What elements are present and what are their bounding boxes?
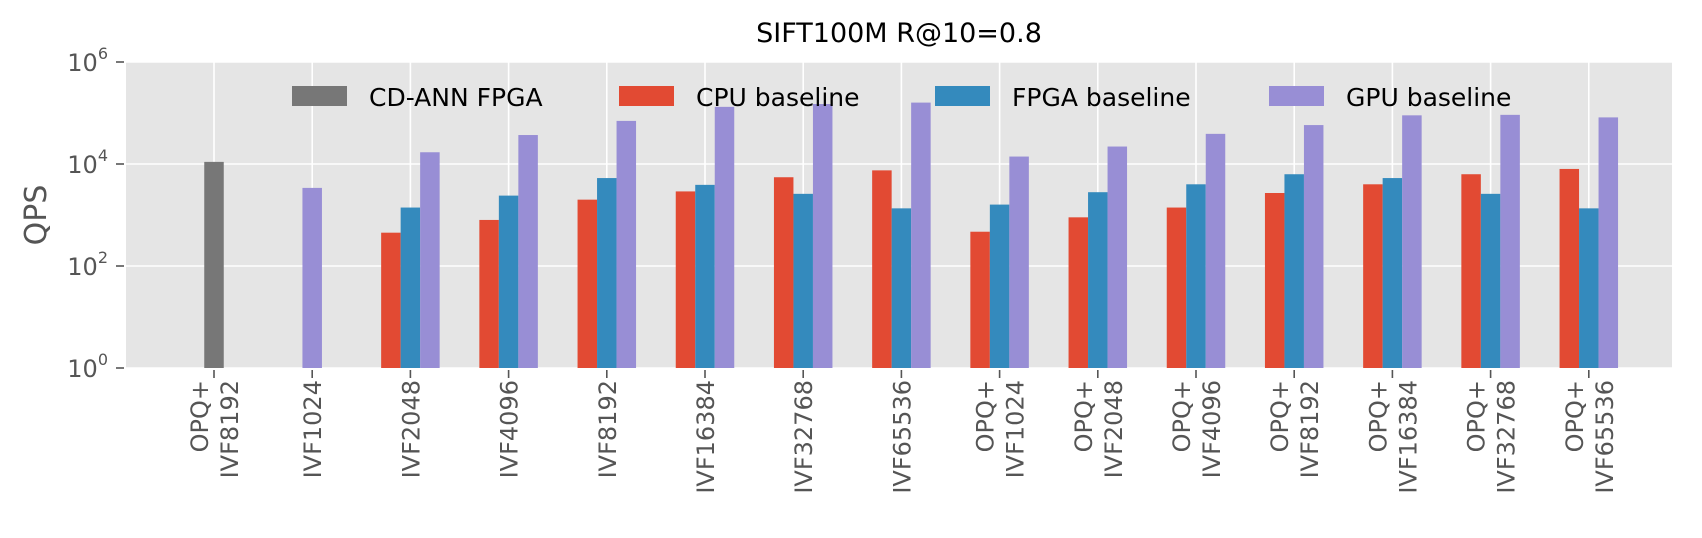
bar-cpu-baseline-9 [1068, 217, 1089, 368]
x-tick-label-7-0: IVF65536 [888, 380, 916, 494]
bar-fpga-baseline-7 [891, 208, 912, 368]
bar-cpu-baseline-4 [577, 199, 598, 368]
y-tick-label-1: 102 [67, 248, 108, 281]
bar-fpga-baseline-5 [695, 184, 715, 368]
bar-gpu-baseline-1 [302, 187, 322, 368]
x-tick-label-9-0: OPQ+ [1070, 380, 1098, 452]
legend-swatch-0 [292, 86, 347, 106]
x-tick-label-1-0: IVF1024 [299, 380, 327, 478]
bar-cd-ann-fpga-0 [204, 161, 224, 368]
y-axis-label: QPS [19, 185, 54, 246]
bar-cpu-baseline-7 [872, 170, 892, 368]
bar-cpu-baseline-8 [970, 231, 990, 368]
x-tick-label-0-0: OPQ+ [186, 380, 214, 452]
bar-fpga-baseline-13 [1480, 193, 1501, 368]
x-tick-label-11-0: OPQ+ [1266, 380, 1294, 452]
x-tick-label-9-1: IVF2048 [1100, 380, 1128, 478]
legend-label-1: CPU baseline [696, 83, 860, 112]
bar-cpu-baseline-12 [1363, 184, 1383, 368]
x-tick-label-13-0: OPQ+ [1463, 380, 1491, 452]
x-tick-label-4-0: IVF8192 [594, 380, 622, 478]
bar-gpu-baseline-4 [616, 120, 637, 369]
x-tick-label-6-0: IVF32768 [790, 380, 818, 494]
bar-gpu-baseline-2 [420, 152, 440, 368]
bar-gpu-baseline-14 [1598, 117, 1619, 368]
bar-fpga-baseline-11 [1284, 174, 1304, 368]
bar-cpu-baseline-5 [675, 191, 696, 368]
x-tick-label-10-1: IVF4096 [1198, 380, 1226, 478]
bar-cpu-baseline-6 [773, 177, 794, 368]
x-tick-label-8-1: IVF1024 [1002, 380, 1030, 478]
bar-fpga-baseline-14 [1579, 208, 1599, 368]
bar-fpga-baseline-4 [597, 178, 617, 368]
bar-gpu-baseline-7 [911, 102, 931, 369]
x-tick-label-13-1: IVF32768 [1493, 380, 1521, 494]
y-tick-label-0: 100 [67, 350, 108, 383]
bar-fpga-baseline-6 [793, 193, 813, 368]
bar-fpga-baseline-9 [1088, 192, 1108, 368]
bar-cpu-baseline-11 [1264, 193, 1285, 368]
x-tick-label-10-0: OPQ+ [1168, 380, 1196, 452]
bar-gpu-baseline-12 [1402, 115, 1422, 368]
bar-gpu-baseline-8 [1009, 156, 1029, 368]
x-tick-label-0-1: IVF8192 [216, 380, 244, 478]
bars [204, 102, 1619, 369]
bar-fpga-baseline-10 [1186, 184, 1206, 368]
bar-gpu-baseline-11 [1303, 125, 1324, 368]
bar-cpu-baseline-10 [1166, 207, 1187, 368]
legend-label-2: FPGA baseline [1012, 83, 1191, 112]
x-axis: OPQ+ IVF8192 IVF1024 IVF2048 IVF4096 IVF8192 I… [186, 370, 1619, 494]
bar-gpu-baseline-3 [518, 135, 538, 368]
bar-gpu-baseline-13 [1500, 114, 1520, 368]
legend-swatch-2 [935, 86, 990, 106]
x-tick-label-2-0: IVF2048 [397, 380, 425, 478]
bar-cpu-baseline-14 [1559, 168, 1580, 368]
bar-cpu-baseline-13 [1461, 174, 1481, 368]
y-tick-label-3: 106 [67, 44, 108, 77]
bar-gpu-baseline-6 [812, 104, 833, 368]
x-tick-label-12-1: IVF16384 [1394, 380, 1422, 494]
x-tick-label-11-1: IVF8192 [1296, 380, 1324, 478]
y-tick-label-2: 104 [67, 146, 108, 179]
x-tick-label-14-1: IVF65536 [1591, 380, 1619, 494]
x-tick-label-8-0: OPQ+ [972, 380, 1000, 452]
bar-fpga-baseline-3 [498, 195, 519, 368]
bar-gpu-baseline-9 [1107, 146, 1128, 368]
bar-cpu-baseline-2 [381, 232, 401, 368]
y-axis: 100 102 104 106 [67, 44, 124, 383]
legend-label-3: GPU baseline [1346, 83, 1511, 112]
bar-fpga-baseline-2 [400, 207, 421, 368]
bar-fpga-baseline-12 [1382, 178, 1403, 368]
legend-label-0: CD-ANN FPGA [369, 83, 543, 112]
bar-gpu-baseline-5 [714, 106, 735, 368]
legend: CD-ANN FPGA CPU baseline FPGA baseline GPU … [292, 83, 1511, 112]
x-tick-label-12-0: OPQ+ [1364, 380, 1392, 452]
bar-cpu-baseline-3 [479, 219, 499, 368]
legend-swatch-3 [1269, 86, 1324, 106]
legend-swatch-1 [619, 86, 674, 106]
bar-fpga-baseline-8 [989, 204, 1010, 368]
x-tick-label-14-0: OPQ+ [1561, 380, 1589, 452]
x-tick-label-3-0: IVF4096 [496, 380, 524, 478]
x-tick-label-5-0: IVF16384 [692, 380, 720, 494]
bar-gpu-baseline-10 [1205, 133, 1226, 368]
chart-title: SIFT100M R@10=0.8 [756, 18, 1042, 49]
